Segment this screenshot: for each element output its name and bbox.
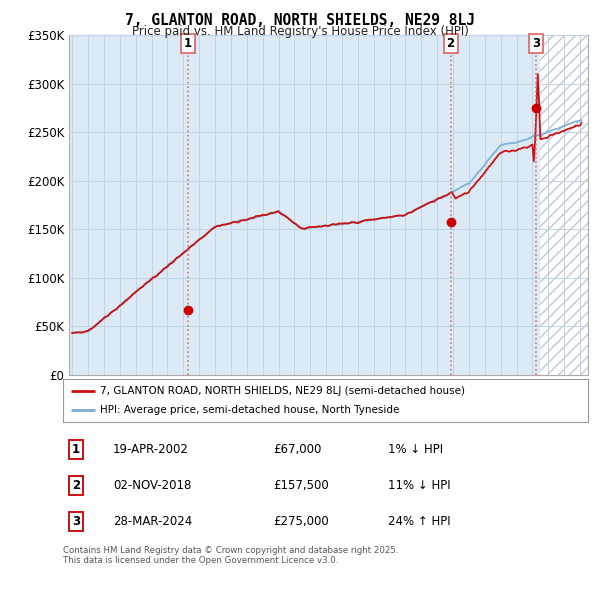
Text: 28-MAR-2024: 28-MAR-2024 (113, 515, 192, 528)
Text: 19-APR-2002: 19-APR-2002 (113, 443, 189, 456)
Text: 3: 3 (532, 37, 541, 50)
Text: £275,000: £275,000 (273, 515, 329, 528)
Text: 7, GLANTON ROAD, NORTH SHIELDS, NE29 8LJ: 7, GLANTON ROAD, NORTH SHIELDS, NE29 8LJ (125, 13, 475, 28)
Bar (541, 35, 590, 375)
Text: 1% ↓ HPI: 1% ↓ HPI (389, 443, 443, 456)
Text: 1: 1 (184, 37, 192, 50)
Text: 3: 3 (72, 515, 80, 528)
Text: HPI: Average price, semi-detached house, North Tyneside: HPI: Average price, semi-detached house,… (100, 405, 399, 415)
Text: £157,500: £157,500 (273, 479, 329, 492)
Text: 1: 1 (72, 443, 80, 456)
Text: 7, GLANTON ROAD, NORTH SHIELDS, NE29 8LJ (semi-detached house): 7, GLANTON ROAD, NORTH SHIELDS, NE29 8LJ… (100, 386, 465, 396)
Text: 24% ↑ HPI: 24% ↑ HPI (389, 515, 451, 528)
Text: 2: 2 (446, 37, 455, 50)
Bar (541, 35, 590, 375)
Bar (541, 35, 590, 375)
Text: Price paid vs. HM Land Registry's House Price Index (HPI): Price paid vs. HM Land Registry's House … (131, 25, 469, 38)
Text: 11% ↓ HPI: 11% ↓ HPI (389, 479, 451, 492)
Text: £67,000: £67,000 (273, 443, 322, 456)
Text: 2: 2 (72, 479, 80, 492)
Text: 02-NOV-2018: 02-NOV-2018 (113, 479, 191, 492)
Text: Contains HM Land Registry data © Crown copyright and database right 2025.
This d: Contains HM Land Registry data © Crown c… (63, 546, 398, 565)
